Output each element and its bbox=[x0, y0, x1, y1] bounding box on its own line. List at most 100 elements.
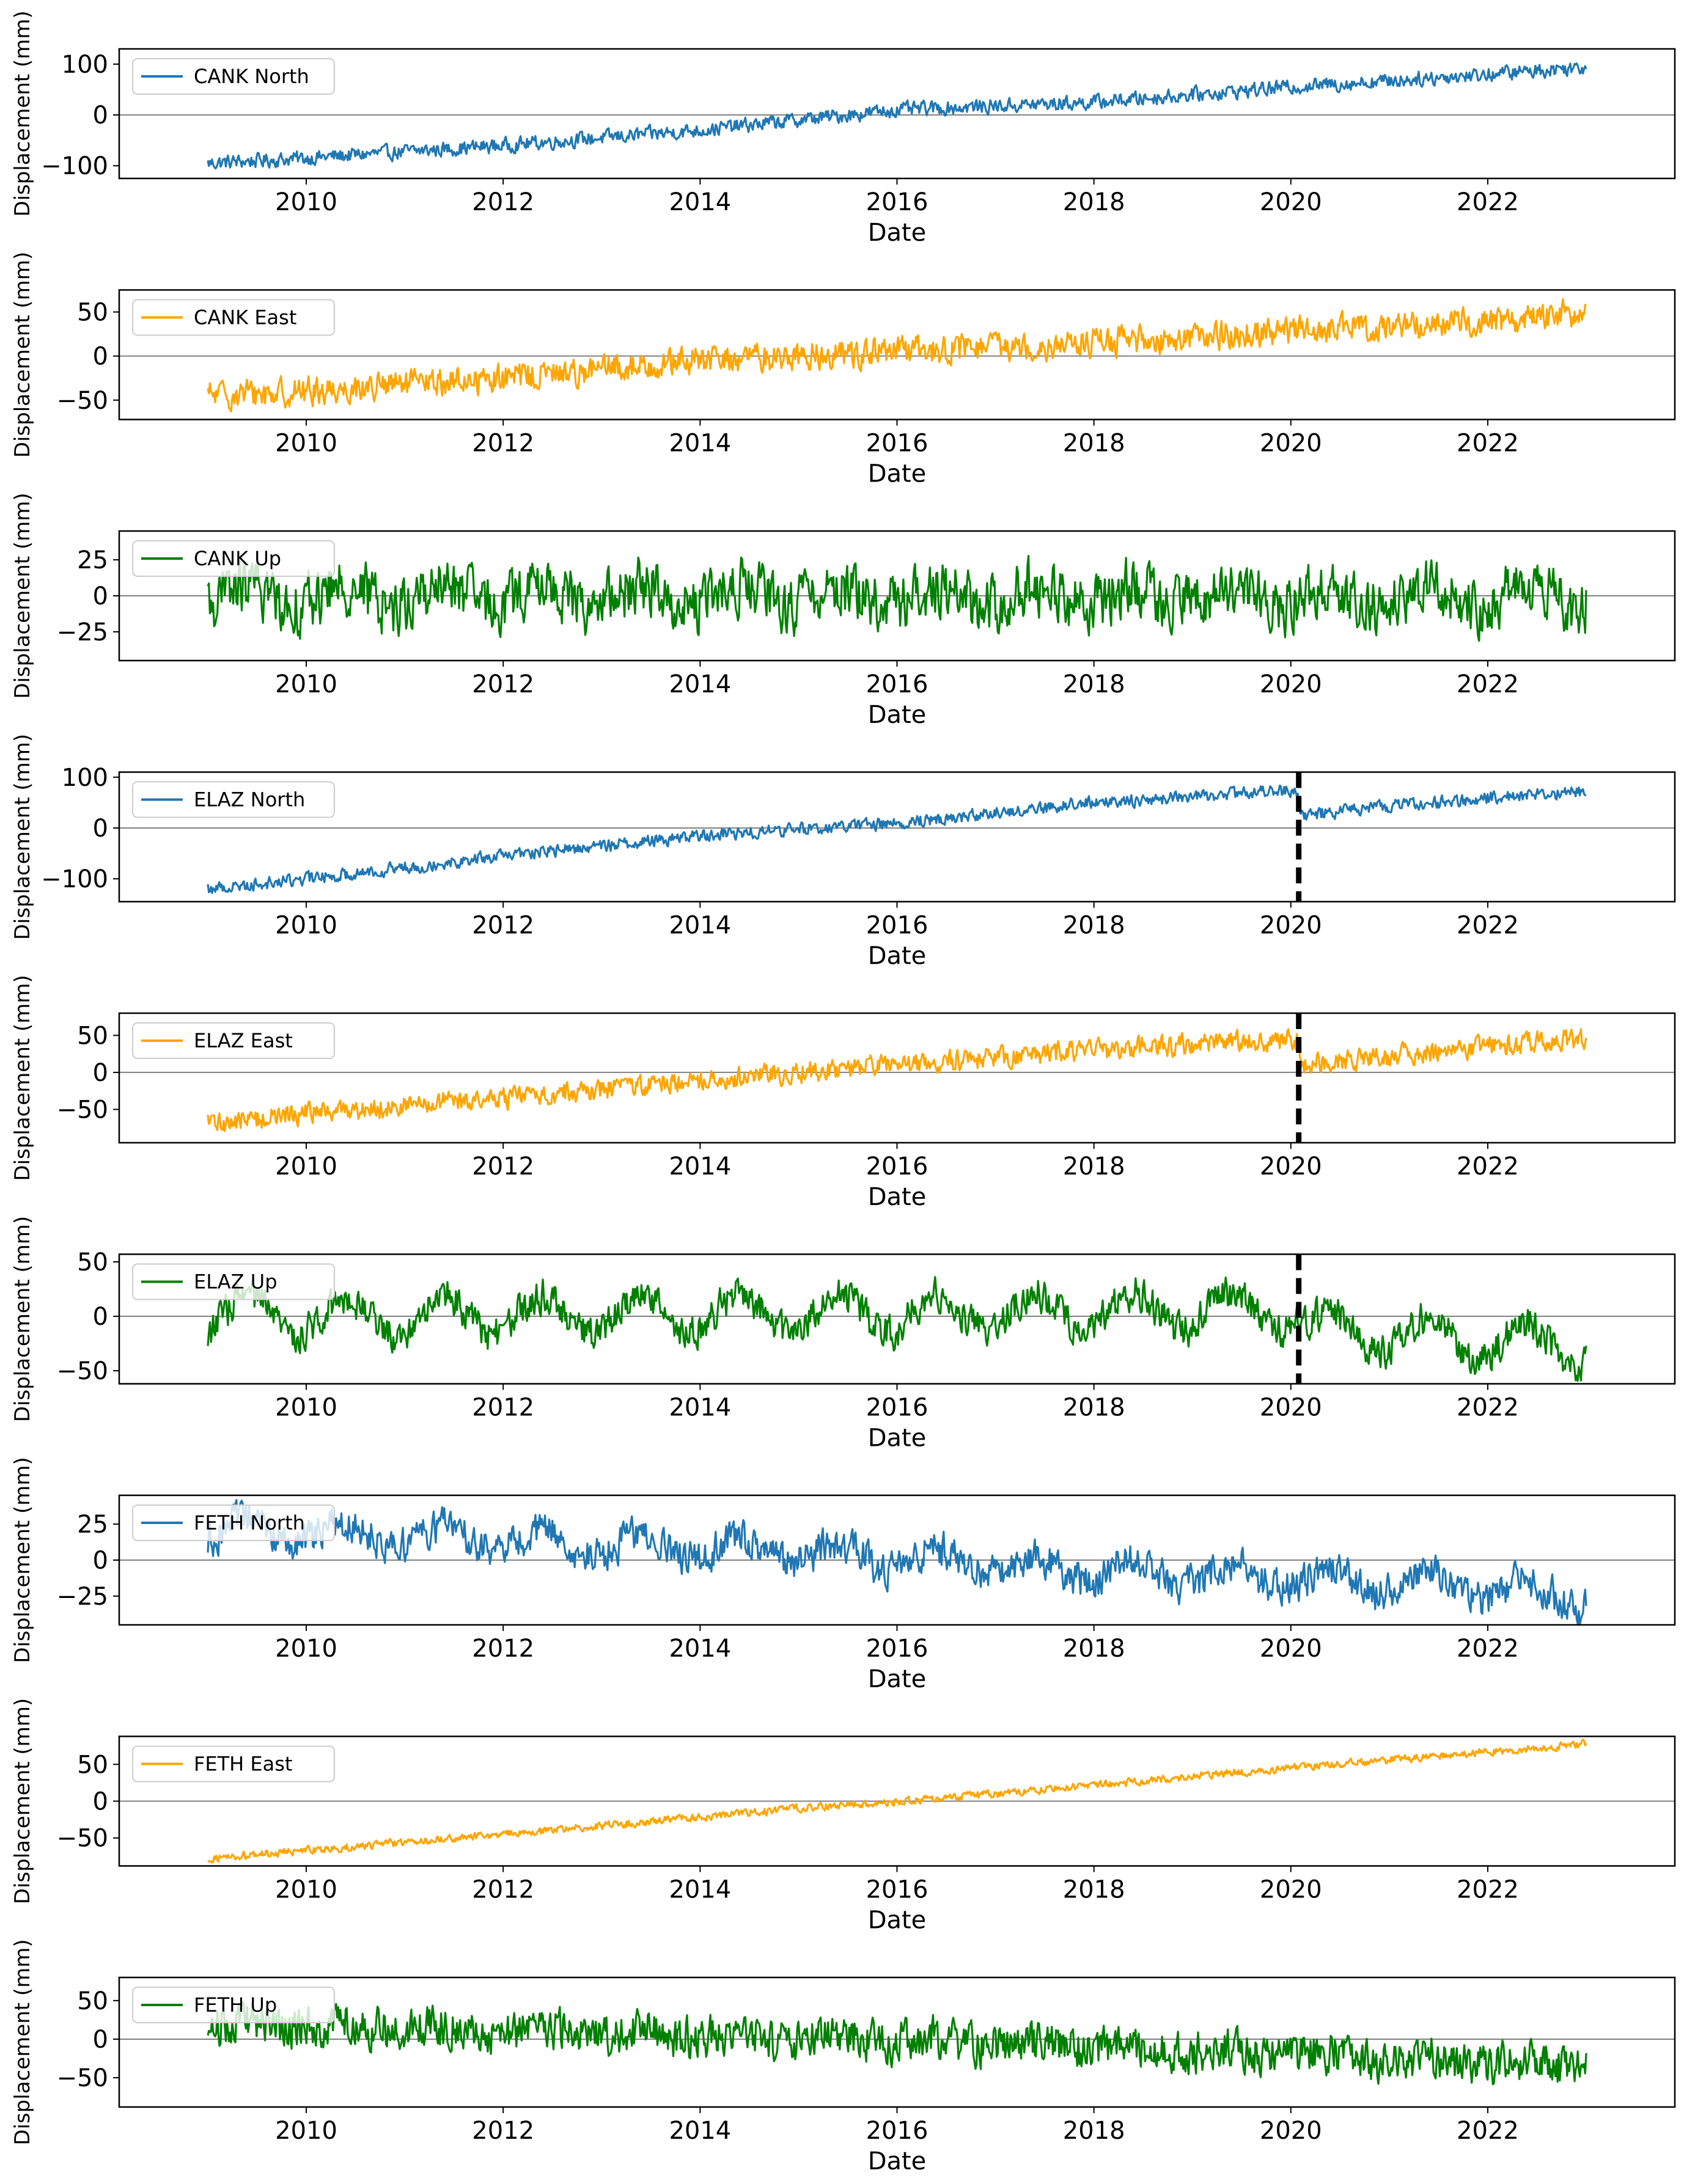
y-tick-label: −100 bbox=[41, 865, 108, 893]
series-line bbox=[207, 1028, 1587, 1132]
y-tick-label: 0 bbox=[93, 343, 108, 371]
subplot-feth-east: 2010 2012 2014 2016 2018 2020 2022 −50 0 50 Date Di… bbox=[10, 1698, 1676, 1935]
x-tick-label: 2016 bbox=[866, 1876, 928, 1904]
x-tick-label: 2020 bbox=[1260, 912, 1322, 940]
x-tick-label: 2016 bbox=[866, 1152, 928, 1181]
x-tick-label: 2014 bbox=[669, 1394, 731, 1422]
x-tick-label: 2016 bbox=[866, 430, 928, 458]
x-tick-label: 2020 bbox=[1260, 1635, 1322, 1663]
series-line bbox=[207, 784, 1587, 895]
x-tick-label: 2012 bbox=[472, 1394, 534, 1422]
x-tick-label: 2010 bbox=[275, 1394, 337, 1422]
y-tick-label: 50 bbox=[77, 1751, 108, 1779]
x-tick-label: 2018 bbox=[1063, 1394, 1125, 1422]
x-tick-label: 2022 bbox=[1457, 1635, 1519, 1663]
y-tick-label: 50 bbox=[77, 1022, 108, 1050]
x-tick-label: 2018 bbox=[1063, 670, 1125, 698]
y-tick-label: −50 bbox=[57, 1357, 108, 1385]
y-tick-label: 100 bbox=[62, 764, 108, 792]
x-tick-label: 2014 bbox=[669, 188, 731, 216]
x-tick-label: 2014 bbox=[669, 2117, 731, 2145]
x-tick-label: 2014 bbox=[669, 1876, 731, 1904]
legend-box bbox=[132, 781, 335, 818]
series-line bbox=[207, 62, 1587, 170]
x-tick-label: 2010 bbox=[275, 2117, 337, 2145]
x-tick-label: 2010 bbox=[275, 1152, 337, 1181]
x-tick-label: 2018 bbox=[1063, 430, 1125, 458]
y-axis-label: Displacement (mm) bbox=[10, 1216, 35, 1422]
x-tick-label: 2022 bbox=[1457, 1394, 1519, 1422]
x-tick-label: 2010 bbox=[275, 1635, 337, 1663]
y-tick-label: 50 bbox=[77, 299, 108, 327]
x-tick-label: 2012 bbox=[472, 430, 534, 458]
x-tick-label: 2018 bbox=[1063, 1635, 1125, 1663]
legend-label: ELAZ East bbox=[194, 1029, 293, 1052]
x-tick-label: 2014 bbox=[669, 912, 731, 940]
x-tick-label: 2022 bbox=[1457, 2117, 1519, 2145]
legend-box bbox=[132, 540, 335, 577]
y-tick-label: 50 bbox=[77, 1987, 108, 2015]
y-tick-label: 0 bbox=[93, 2026, 108, 2054]
subplot-cank-north: 2010 2012 2014 2016 2018 2020 2022 −100 0 100 Date… bbox=[10, 10, 1676, 247]
y-axis-label: Displacement (mm) bbox=[10, 1698, 35, 1904]
y-tick-label: 50 bbox=[77, 1248, 108, 1277]
legend-box bbox=[132, 1263, 335, 1300]
x-tick-label: 2018 bbox=[1063, 2117, 1125, 2145]
axes-frame bbox=[118, 771, 1676, 903]
subplot-feth-up: 2010 2012 2014 2016 2018 2020 2022 −50 0 50 Date Di… bbox=[10, 1939, 1676, 2175]
x-tick-label: 2014 bbox=[669, 1152, 731, 1181]
y-tick-label: 100 bbox=[62, 51, 108, 79]
y-tick-label: −50 bbox=[57, 1096, 108, 1124]
subplot-elaz-north: 2010 2012 2014 2016 2018 2020 2022 −100 0 100 Date… bbox=[10, 734, 1676, 970]
series-line bbox=[207, 555, 1587, 642]
legend-label: CANK Up bbox=[194, 547, 281, 570]
y-tick-label: 0 bbox=[93, 101, 108, 130]
series-line bbox=[207, 1276, 1587, 1382]
y-axis-label: Displacement (mm) bbox=[10, 1939, 35, 2145]
x-tick-label: 2020 bbox=[1260, 2117, 1322, 2145]
y-tick-label: −100 bbox=[41, 152, 108, 180]
x-tick-label: 2012 bbox=[472, 2117, 534, 2145]
x-tick-label: 2016 bbox=[866, 1394, 928, 1422]
x-axis-label: Date bbox=[868, 1907, 927, 1935]
x-tick-label: 2016 bbox=[866, 670, 928, 698]
x-tick-label: 2010 bbox=[275, 912, 337, 940]
y-tick-label: 0 bbox=[93, 815, 108, 843]
x-tick-label: 2010 bbox=[275, 670, 337, 698]
x-tick-label: 2018 bbox=[1063, 188, 1125, 216]
x-tick-label: 2010 bbox=[275, 1876, 337, 1904]
legend-box bbox=[132, 1745, 335, 1783]
legend-label: ELAZ North bbox=[194, 788, 305, 812]
y-tick-label: −25 bbox=[57, 618, 108, 647]
x-tick-label: 2020 bbox=[1260, 1876, 1322, 1904]
y-tick-label: −25 bbox=[57, 1583, 108, 1611]
x-axis-label: Date bbox=[868, 1665, 927, 1693]
y-tick-label: 0 bbox=[93, 1059, 108, 1087]
x-tick-label: 2020 bbox=[1260, 188, 1322, 216]
subplot-cank-up: 2010 2012 2014 2016 2018 2020 2022 −25 0 25 Date Di… bbox=[10, 493, 1676, 729]
x-tick-label: 2012 bbox=[472, 188, 534, 216]
x-axis-label: Date bbox=[868, 460, 927, 488]
x-tick-label: 2020 bbox=[1260, 670, 1322, 698]
legend-box bbox=[132, 1022, 335, 1059]
y-tick-label: −50 bbox=[57, 2064, 108, 2092]
y-tick-label: 0 bbox=[93, 582, 108, 610]
x-tick-label: 2016 bbox=[866, 1635, 928, 1663]
series-line bbox=[207, 298, 1587, 412]
y-tick-label: 0 bbox=[93, 1788, 108, 1816]
x-axis-label: Date bbox=[868, 2147, 927, 2175]
y-axis-label: Displacement (mm) bbox=[10, 493, 35, 698]
legend-label: FETH East bbox=[194, 1753, 292, 1776]
y-axis-label: Displacement (mm) bbox=[10, 734, 35, 940]
x-tick-label: 2020 bbox=[1260, 1394, 1322, 1422]
x-tick-label: 2016 bbox=[866, 2117, 928, 2145]
x-tick-label: 2018 bbox=[1063, 1152, 1125, 1181]
y-tick-label: −50 bbox=[57, 1825, 108, 1853]
y-tick-label: 25 bbox=[77, 546, 108, 574]
legend-label: CANK East bbox=[194, 306, 296, 329]
x-axis-label: Date bbox=[868, 942, 927, 970]
x-tick-label: 2012 bbox=[472, 670, 534, 698]
x-axis-label: Date bbox=[868, 219, 927, 247]
subplot-cank-east: 2010 2012 2014 2016 2018 2020 2022 −50 0 50 Date Di… bbox=[10, 252, 1676, 488]
series-line bbox=[207, 1499, 1587, 1625]
